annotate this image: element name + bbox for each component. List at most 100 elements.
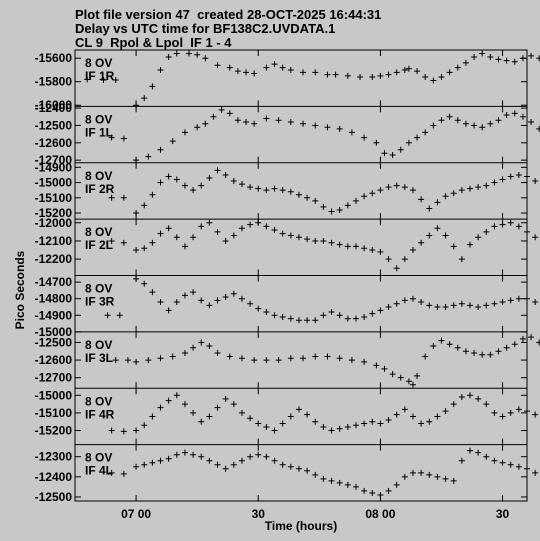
data-point xyxy=(466,185,473,192)
data-point xyxy=(401,256,408,263)
data-point xyxy=(446,69,453,76)
data-point xyxy=(255,451,262,458)
y-tick-label: -12500 xyxy=(35,490,73,504)
data-point xyxy=(141,422,148,429)
data-point xyxy=(165,173,172,180)
data-point xyxy=(381,365,388,372)
data-point xyxy=(361,313,368,320)
data-point xyxy=(141,202,148,209)
panel-antenna-label: 8 OV xyxy=(85,169,112,183)
data-point xyxy=(133,247,140,254)
data-point xyxy=(230,401,237,408)
data-point xyxy=(479,50,486,57)
data-point xyxy=(271,227,278,234)
data-point xyxy=(173,234,180,241)
data-point xyxy=(471,54,478,61)
data-point xyxy=(528,334,535,341)
data-point xyxy=(263,308,270,315)
data-point xyxy=(202,55,209,62)
data-point xyxy=(491,457,498,464)
data-point xyxy=(344,424,351,431)
data-point xyxy=(279,313,286,320)
data-point xyxy=(515,171,522,178)
data-point xyxy=(328,208,335,215)
data-point xyxy=(133,358,140,365)
data-point xyxy=(426,302,433,309)
data-point xyxy=(324,71,331,78)
data-point xyxy=(112,76,119,83)
data-point xyxy=(528,118,535,125)
data-point xyxy=(214,62,221,69)
data-point xyxy=(409,381,416,388)
data-point xyxy=(389,151,396,158)
data-point xyxy=(491,223,498,230)
data-point xyxy=(499,221,506,228)
data-point xyxy=(336,125,343,132)
data-point xyxy=(475,304,482,311)
data-point xyxy=(483,453,490,460)
data-point xyxy=(401,66,408,73)
panel-if-label: IF 2L xyxy=(85,238,113,252)
data-point xyxy=(149,459,156,466)
data-point xyxy=(450,401,457,408)
data-point xyxy=(295,234,302,241)
data-point xyxy=(226,110,233,117)
data-point xyxy=(422,353,429,360)
data-point xyxy=(173,176,180,183)
data-point xyxy=(226,353,233,360)
data-point xyxy=(238,457,245,464)
data-point xyxy=(222,465,229,472)
panel-if-label: IF 2R xyxy=(85,182,115,196)
data-point xyxy=(149,191,156,198)
data-point xyxy=(414,372,421,379)
data-point xyxy=(332,71,339,78)
data-point xyxy=(247,415,254,422)
data-point xyxy=(426,232,433,239)
data-point xyxy=(369,310,376,317)
data-point xyxy=(462,348,469,355)
data-point xyxy=(312,418,319,425)
data-point xyxy=(279,187,286,194)
data-point xyxy=(173,50,180,57)
data-point xyxy=(507,297,514,304)
data-point xyxy=(165,225,172,232)
data-point xyxy=(230,290,237,297)
data-point xyxy=(401,406,408,413)
data-point xyxy=(511,110,518,117)
panel-antenna-label: 8 OV xyxy=(85,451,112,465)
x-tick-label: 07 00 xyxy=(121,507,151,521)
data-point xyxy=(271,427,278,434)
data-point xyxy=(157,146,164,153)
data-point xyxy=(108,134,115,141)
data-point xyxy=(238,181,245,188)
data-point xyxy=(373,139,380,146)
data-point xyxy=(377,420,384,427)
data-point xyxy=(157,457,164,464)
data-point xyxy=(271,457,278,464)
data-point xyxy=(442,408,449,415)
data-point xyxy=(426,471,433,478)
data-point xyxy=(263,223,270,230)
data-point xyxy=(222,395,229,402)
data-point xyxy=(483,228,490,235)
data-point xyxy=(271,312,278,319)
data-point xyxy=(442,475,449,482)
data-point xyxy=(214,350,221,357)
data-point xyxy=(304,236,311,243)
data-point xyxy=(536,339,540,346)
data-point xyxy=(377,187,384,194)
y-tick-label: -14700 xyxy=(35,275,73,289)
data-point xyxy=(466,447,473,454)
data-point xyxy=(524,465,530,472)
data-point xyxy=(409,187,416,194)
data-point xyxy=(511,341,518,348)
data-point xyxy=(198,339,205,346)
data-point xyxy=(263,424,270,431)
data-point xyxy=(471,350,478,357)
data-point xyxy=(157,230,164,237)
data-point xyxy=(536,55,540,62)
x-axis-label: Time (hours) xyxy=(265,519,337,533)
data-point xyxy=(165,455,172,462)
data-point xyxy=(450,190,457,197)
data-point xyxy=(222,171,229,178)
